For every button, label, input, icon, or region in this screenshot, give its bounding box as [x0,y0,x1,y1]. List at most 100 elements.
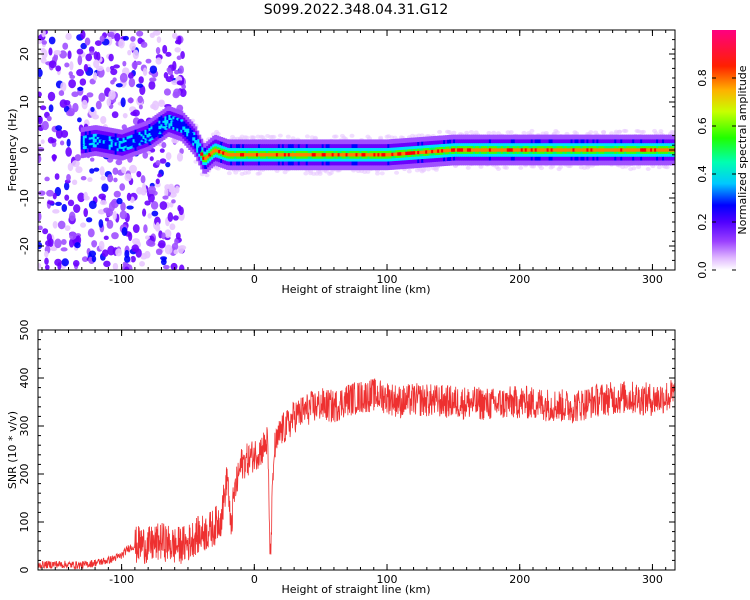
heatmap-cell [447,148,451,153]
heatmap-cell [640,148,644,152]
heatmap-cell [578,148,582,152]
heatmap-cell [584,148,588,152]
heatmap-cell [293,153,297,157]
heatmap-cell [455,148,459,152]
heatmap-cell [492,148,496,152]
heatmap-cell [118,39,125,49]
heatmap-cell [186,130,190,135]
heatmap-cell [200,152,204,156]
heatmap-cell [73,204,81,213]
heatmap-cell [646,148,650,152]
heatmap-cell [131,244,139,253]
heatmap-cell [126,192,132,201]
heatmap-cell [303,171,309,176]
heatmap-cell [568,148,572,152]
heatmap-cell [449,148,453,152]
heatmap-cell [54,173,60,180]
heatmap-cell [84,140,88,144]
heatmap-cell [435,149,439,153]
heatmap-cell [38,225,43,231]
heatmap-cell [53,50,62,56]
heatmap-cell [343,153,347,157]
heatmap-cell [149,156,154,162]
y-tick-label: 10 [18,95,31,109]
heatmap-cell [331,153,335,157]
heatmap-cell [339,153,343,157]
heatmap-cell [281,153,285,157]
heatmap-cell [399,152,403,156]
heatmap-cell [44,250,49,258]
heatmap-cell [68,211,76,222]
heatmap-cell [277,153,281,157]
heatmap-cell [482,148,486,152]
heatmap-cell [564,148,568,152]
heatmap-cell [60,247,68,252]
heatmap-cell [176,80,185,86]
heatmap-cell [112,142,116,146]
heatmap-cell [120,143,124,147]
heatmap-cell [136,170,142,178]
heatmap-cell [59,140,65,146]
heatmap-cell [110,68,118,76]
heatmap-cell [580,148,584,152]
heatmap-cell [164,187,169,198]
heatmap-cell [98,139,102,143]
heatmap-cell [261,153,265,157]
heatmap-cell [255,153,259,157]
heatmap-cell [644,148,648,152]
heatmap-cell [61,238,67,246]
x-tick-label: -100 [109,573,134,586]
heatmap-cell [188,132,192,137]
heatmap-cell [642,148,646,152]
heatmap-cell [48,60,57,69]
heatmap-cell [464,130,470,135]
heatmap-cell [136,186,144,195]
colorbar-gradient [712,30,736,270]
heatmap-cell [169,223,176,231]
heatmap-cell [38,115,43,125]
heatmap-cell [419,150,423,155]
heatmap-cell [496,148,500,152]
x-tick-label: 100 [377,573,398,586]
heatmap-cell [248,153,252,157]
heatmap-cell [295,153,299,157]
heatmap-cell [152,130,156,134]
heatmap-cell [155,248,163,256]
heatmap-cell [137,95,144,104]
heatmap-cell [271,153,275,157]
heatmap-cell [451,130,457,135]
heatmap-cell [48,47,53,56]
heatmap-cell [106,97,112,107]
heatmap-cell [488,148,492,152]
heatmap-cell [159,148,165,153]
heatmap-cell [478,164,484,169]
heatmap-cell [242,153,246,157]
heatmap-cell [59,99,68,108]
heatmap-cell [104,140,108,144]
heatmap-cell [536,148,540,152]
x-tick-label: 100 [377,273,398,286]
heatmap-cell [107,245,115,256]
heatmap-cell [170,120,174,125]
heatmap-cell [119,72,128,83]
heatmap-cell [405,151,409,156]
heatmap-cell [379,153,383,157]
heatmap-cell [127,97,134,104]
heatmap-cell [486,130,492,135]
heatmap-cell [132,49,139,60]
heatmap-cell [87,228,95,238]
y-tick-label: 100 [18,512,31,533]
heatmap-cell [417,150,421,155]
figure-title: S099.2022.348.04.31.G12 [264,2,449,18]
heatmap-cell [437,129,443,134]
heatmap-cell [558,148,562,152]
heatmap-cell [636,165,642,170]
heatmap-cell [168,120,172,124]
heatmap-cell [393,152,397,156]
heatmap-cell [164,229,172,238]
heatmap-cell [480,148,484,152]
heatmap-cell [155,57,162,65]
heatmap-cell [363,153,367,157]
heatmap-cell [90,106,95,113]
